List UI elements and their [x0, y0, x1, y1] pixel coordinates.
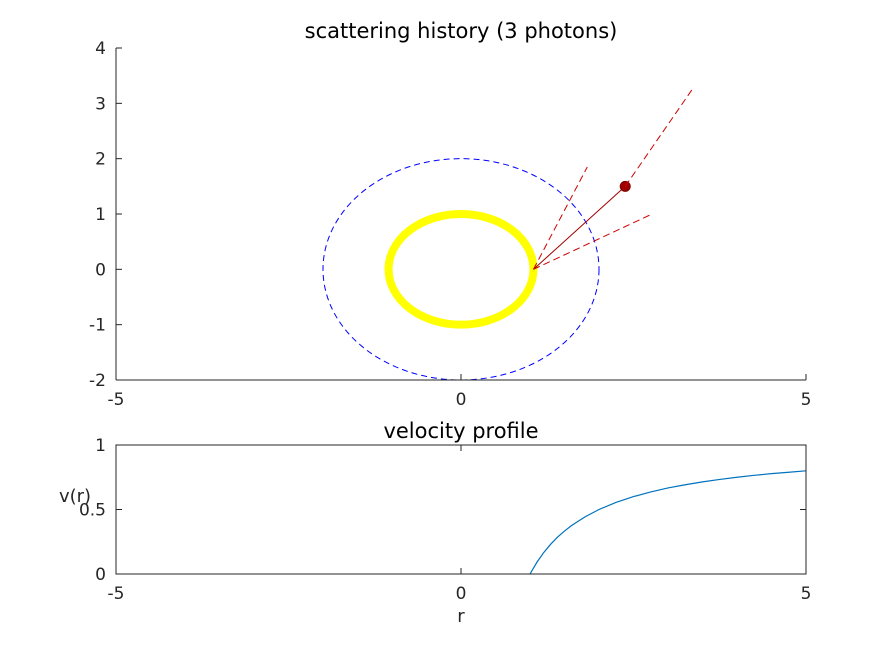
- velocity-axes-box: [115, 444, 807, 575]
- scattering-ticks: -5 0 5 -2 -1 0 1 2 3 4: [89, 39, 811, 410]
- velocity-y-tick-label: 0: [95, 565, 106, 585]
- scattering-y-tick-label: 1: [95, 205, 106, 225]
- velocity-x-axis-label: r: [457, 606, 465, 627]
- ray-1: [533, 166, 588, 270]
- ray-3: [624, 89, 693, 187]
- scattering-x-tick-label: 0: [456, 390, 467, 410]
- scattering-y-tick-label: 2: [95, 150, 106, 170]
- photon-path: [533, 185, 626, 270]
- scattering-x-tick-label: -5: [108, 390, 125, 410]
- velocity-x-tick-label: 5: [801, 584, 812, 604]
- velocity-chart-title: velocity profile: [383, 419, 538, 443]
- scattering-y-tick-label: -2: [89, 371, 106, 391]
- scattering-y-tick-label: 4: [95, 39, 106, 59]
- velocity-plot-marks: [529, 470, 807, 575]
- scattering-y-tick-label: 3: [95, 94, 106, 114]
- velocity-y-tick-label: 1: [95, 436, 106, 456]
- velocity-ticks: -5 0 500.51: [79, 436, 811, 604]
- velocity-x-tick-label: 0: [456, 584, 467, 604]
- outer-boundary: [322, 158, 600, 381]
- velocity-series-line: [529, 470, 807, 575]
- scattering-x-tick-label: 5: [801, 390, 812, 410]
- inner-ring: [384, 210, 538, 329]
- scattering-y-tick-label: -1: [89, 316, 106, 336]
- scattering-axes: -5 0 5 -2 -1 0 1 2 3 4 scattering history (3 phot…: [89, 19, 811, 410]
- scattering-plot-marks: [322, 89, 693, 381]
- scattering-chart-title: scattering history (3 photons): [305, 19, 618, 43]
- velocity-x-tick-label: -5: [108, 584, 125, 604]
- velocity-axes: -5 0 500.51 velocity profile r v(r): [59, 419, 811, 627]
- ray-2: [533, 213, 653, 270]
- velocity-y-tick-label: 0.5: [79, 501, 106, 521]
- scattering-y-tick-label: 0: [95, 260, 106, 280]
- velocity-y-axis-label: v(r): [59, 486, 91, 507]
